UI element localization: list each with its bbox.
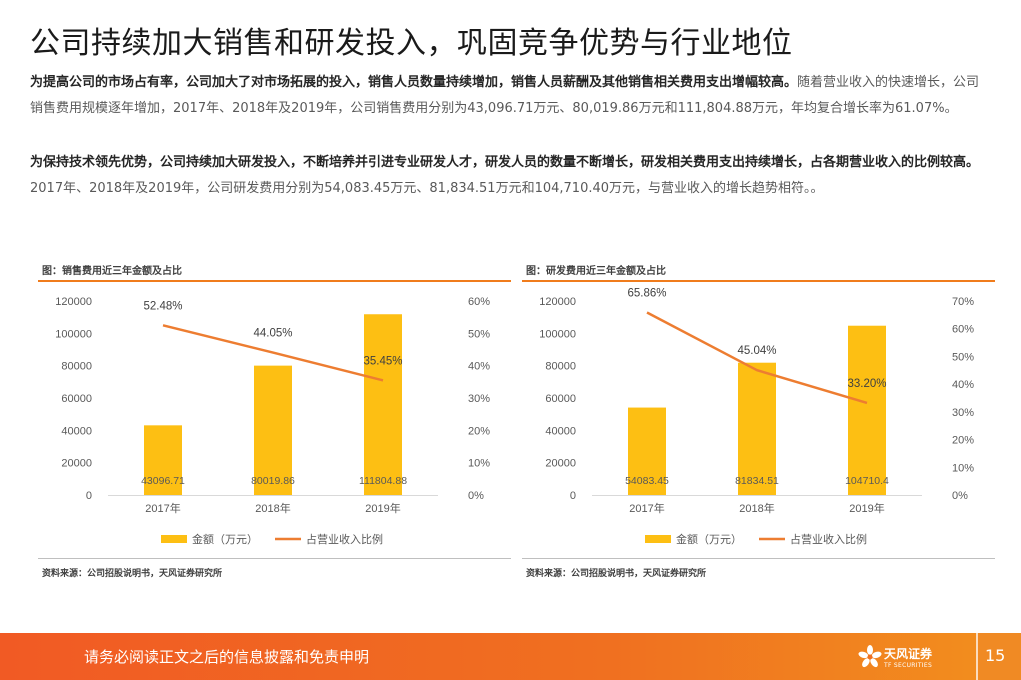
y-right-tick-label: 40%: [952, 379, 974, 391]
logo-subtext: TF SECURITIES: [884, 662, 933, 669]
chart-title: 图：销售费用近三年金额及占比: [42, 266, 182, 277]
y-right-tick-label: 30%: [952, 407, 974, 419]
ratio-line: [646, 311, 868, 405]
bar-2: [738, 362, 776, 495]
y-left-tick-label: 80000: [61, 361, 92, 373]
y-right-tick-label: 0%: [952, 490, 968, 502]
legend-bar-label: 金额（万元）: [192, 532, 258, 546]
line-data-label: 65.86%: [627, 287, 666, 299]
disclaimer-text: 请务必阅读正文之后的信息披露和免责申明: [84, 648, 370, 666]
y-left-tick-label: 100000: [539, 328, 576, 340]
rd-expense-chart: 图：研发费用近三年金额及占比 0 20000 40000 60000 80000 1000…: [522, 262, 995, 580]
bar-3: [848, 325, 886, 495]
x-tick-label: 2017年: [629, 501, 664, 515]
bar-data-label: 43096.71: [141, 475, 185, 487]
y-left-tick-label: 80000: [545, 361, 576, 373]
y-right-tick-label: 70%: [952, 296, 974, 308]
y-left-tick-label: 0: [86, 490, 92, 502]
y-right-tick-label: 50%: [468, 328, 490, 340]
sales-expense-chart: 图：销售费用近三年金额及占比 0 20000 40000 60000 80000 1000…: [38, 262, 511, 580]
page-number: 15: [985, 646, 1006, 665]
line-data-label: 45.04%: [737, 345, 776, 357]
bar-2: [254, 365, 292, 495]
logo-text: 天风证券: [884, 647, 933, 661]
chart-title: 图：研发费用近三年金额及占比: [526, 266, 666, 277]
y-right-tick-label: 0%: [468, 490, 484, 502]
legend-bar-swatch: [161, 535, 187, 543]
y-right-tick-label: 50%: [952, 351, 974, 363]
sales-expense-plot: 0 20000 40000 60000 80000 100000 120000 0% 10% 20…: [55, 296, 490, 546]
page-title: 公司持续加大销售和研发投入，巩固竞争优势与行业地位: [30, 26, 793, 61]
paragraph-sales: 为提高公司的市场占有率，公司加大了对市场拓展的投入，销售人员数量持续增加，销售人…: [30, 70, 992, 122]
chart-top-rule: [38, 280, 511, 282]
flower-logo-icon: [858, 645, 882, 668]
x-tick-label: 2018年: [739, 501, 774, 515]
paragraph-rd: 为保持技术领先优势，公司持续加大研发投入，不断培养并引进专业研发人才，研发人员的…: [30, 150, 992, 202]
y-right-tick-label: 60%: [468, 296, 490, 308]
legend-line-label: 占营业收入比例: [306, 532, 383, 546]
ratio-line: [162, 324, 384, 382]
y-left-tick-label: 60000: [61, 393, 92, 405]
chart-bottom-rule: [38, 558, 511, 559]
line-data-label: 44.05%: [253, 328, 292, 340]
rd-expense-plot: 0 20000 40000 60000 80000 100000 120000 0% 10% 20…: [539, 287, 974, 546]
paragraph-sales-bold: 为提高公司的市场占有率，公司加大了对市场拓展的投入，销售人员数量持续增加，销售人…: [30, 75, 798, 90]
chart-source: 资料来源：公司招股说明书，天风证券研究所: [526, 569, 707, 579]
bar-3: [364, 314, 402, 495]
paragraph-rd-bold: 为保持技术领先优势，公司持续加大研发投入，不断培养并引进专业研发人才，研发人员的…: [30, 155, 980, 170]
bar-1: [628, 407, 666, 495]
y-left-tick-label: 0: [570, 490, 576, 502]
y-left-tick-label: 120000: [55, 296, 92, 308]
y-left-tick-label: 60000: [545, 393, 576, 405]
page-number-block: [976, 633, 1021, 680]
line-data-label: 35.45%: [363, 355, 402, 367]
legend-bar-swatch: [645, 535, 671, 543]
y-left-tick-label: 20000: [545, 458, 576, 470]
bar-1: [144, 425, 182, 495]
y-left-tick-label: 40000: [61, 425, 92, 437]
bar-data-label: 54083.45: [625, 475, 669, 487]
y-right-tick-label: 20%: [952, 435, 974, 447]
chart-source: 资料来源：公司招股说明书，天风证券研究所: [42, 569, 223, 579]
legend-bar-label: 金额（万元）: [676, 532, 742, 546]
line-data-label: 52.48%: [143, 300, 182, 312]
y-left-tick-label: 40000: [545, 425, 576, 437]
x-tick-label: 2019年: [365, 501, 400, 515]
paragraph-sales-text: 随着营业收入的快速增长，公司销售费用规模逐年增加，2017年、2018年及201…: [30, 75, 980, 116]
x-tick-label: 2017年: [145, 501, 180, 515]
y-left-tick-label: 100000: [55, 328, 92, 340]
bar-data-label: 104710.4: [845, 475, 889, 487]
line-data-label: 33.20%: [847, 378, 886, 390]
bar-data-label: 111804.88: [359, 475, 407, 487]
chart-top-rule: [522, 280, 995, 282]
y-right-tick-label: 20%: [468, 425, 490, 437]
y-right-tick-label: 30%: [468, 393, 490, 405]
tf-securities-logo: 天风证券 TF SECURITIES: [858, 641, 958, 673]
bar-data-label: 81834.51: [735, 475, 779, 487]
y-right-tick-label: 10%: [952, 462, 974, 474]
footer-bar: 请务必阅读正文之后的信息披露和免责申明 天风证券 TF SECURITIES: [0, 633, 1021, 680]
y-right-tick-label: 40%: [468, 361, 490, 373]
y-left-tick-label: 120000: [539, 296, 576, 308]
legend-line-label: 占营业收入比例: [790, 532, 867, 546]
y-right-tick-label: 10%: [468, 458, 490, 470]
page-divider: [976, 633, 978, 680]
x-tick-label: 2019年: [849, 501, 884, 515]
y-left-tick-label: 20000: [61, 458, 92, 470]
x-tick-label: 2018年: [255, 501, 290, 515]
paragraph-rd-text: 2017年、2018年及2019年，公司研发费用分别为54,083.45万元、8…: [30, 181, 824, 196]
chart-bottom-rule: [522, 558, 995, 559]
y-right-tick-label: 60%: [952, 324, 974, 336]
bar-data-label: 80019.86: [251, 475, 295, 487]
